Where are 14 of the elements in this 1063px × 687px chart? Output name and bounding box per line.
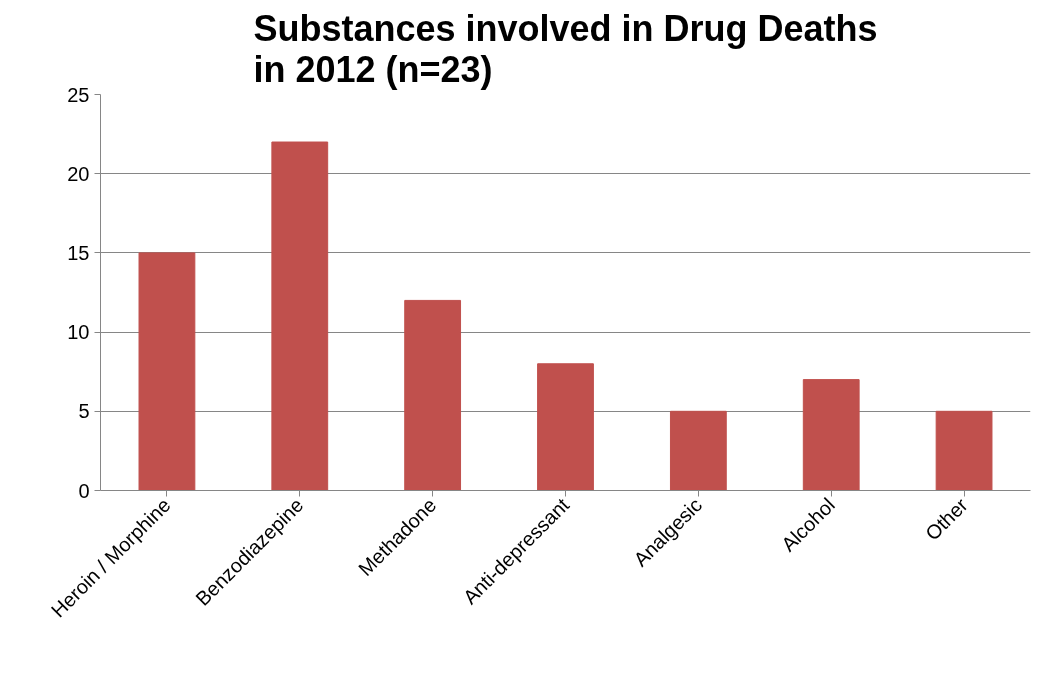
y-tick-label: 20: [67, 162, 90, 185]
y-tick-label: 5: [78, 400, 90, 423]
bar: [802, 379, 860, 491]
bar: [404, 299, 462, 491]
bar: [935, 410, 993, 491]
y-tick-label: 25: [67, 83, 90, 106]
bar: [537, 363, 594, 491]
bar: [271, 141, 329, 491]
chart-title: Substances involved in Drug Deaths in 2012 (n=23): [253, 7, 878, 90]
y-tick-label: 0: [78, 479, 90, 502]
bar: [138, 252, 196, 491]
bar: [669, 410, 727, 491]
y-tick-label: 10: [67, 321, 90, 344]
y-tick-label: 15: [67, 241, 90, 264]
